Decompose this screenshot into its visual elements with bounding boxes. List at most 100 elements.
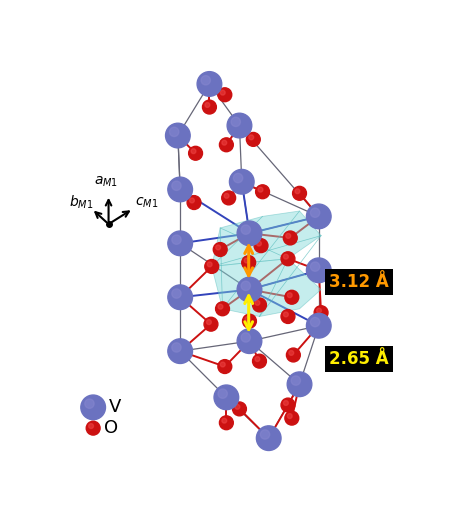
Circle shape [246, 133, 260, 146]
Circle shape [168, 177, 192, 202]
Circle shape [240, 225, 250, 235]
Circle shape [237, 221, 261, 245]
Circle shape [240, 333, 250, 342]
Circle shape [294, 189, 299, 193]
Circle shape [252, 354, 266, 368]
Circle shape [171, 289, 181, 298]
Circle shape [314, 306, 327, 320]
Circle shape [256, 241, 261, 246]
Circle shape [227, 113, 251, 138]
Circle shape [221, 191, 235, 205]
Circle shape [310, 317, 319, 327]
Circle shape [86, 421, 100, 435]
Circle shape [171, 235, 181, 244]
Circle shape [80, 395, 105, 420]
Circle shape [254, 239, 268, 253]
Circle shape [306, 258, 330, 283]
Text: 3.12 Å: 3.12 Å [328, 273, 388, 291]
Circle shape [220, 90, 225, 95]
Circle shape [168, 339, 192, 363]
Circle shape [255, 357, 259, 361]
Circle shape [168, 285, 192, 309]
Circle shape [218, 389, 227, 398]
Circle shape [188, 146, 202, 160]
Circle shape [244, 258, 248, 263]
Circle shape [283, 231, 297, 245]
Circle shape [287, 372, 311, 397]
Circle shape [255, 185, 269, 199]
Circle shape [310, 262, 319, 271]
Circle shape [187, 196, 200, 210]
Text: V: V [109, 398, 121, 417]
Circle shape [285, 233, 290, 238]
Circle shape [287, 413, 292, 419]
Circle shape [168, 231, 192, 256]
Circle shape [169, 127, 178, 137]
Circle shape [283, 312, 288, 317]
Text: $b_{M1}$: $b_{M1}$ [69, 194, 94, 211]
Circle shape [220, 362, 225, 367]
Circle shape [204, 259, 218, 274]
Circle shape [283, 400, 288, 406]
Circle shape [242, 314, 256, 328]
Circle shape [237, 277, 261, 302]
Circle shape [260, 430, 269, 439]
Circle shape [240, 281, 250, 291]
Circle shape [286, 348, 300, 362]
Circle shape [206, 320, 211, 324]
Circle shape [233, 173, 242, 183]
Circle shape [280, 309, 294, 323]
Circle shape [215, 302, 229, 316]
Circle shape [287, 293, 292, 297]
Circle shape [207, 262, 212, 267]
Circle shape [85, 399, 94, 408]
Text: $c_{M1}$: $c_{M1}$ [135, 196, 159, 210]
Circle shape [284, 411, 298, 425]
Circle shape [189, 198, 194, 203]
Circle shape [213, 242, 227, 256]
Circle shape [280, 252, 294, 266]
Circle shape [171, 181, 181, 190]
Circle shape [245, 317, 249, 321]
Circle shape [221, 140, 226, 145]
Circle shape [171, 343, 181, 352]
Circle shape [232, 402, 246, 416]
Circle shape [229, 170, 254, 194]
Circle shape [284, 290, 298, 304]
Circle shape [197, 72, 221, 96]
Circle shape [218, 360, 231, 373]
Circle shape [89, 424, 93, 428]
Circle shape [316, 308, 321, 313]
Text: 2.65 Å: 2.65 Å [328, 350, 387, 368]
Circle shape [230, 117, 240, 126]
Circle shape [283, 254, 288, 259]
Circle shape [221, 418, 226, 423]
Circle shape [255, 301, 259, 305]
Polygon shape [211, 211, 320, 266]
Circle shape [306, 204, 330, 229]
Circle shape [288, 350, 293, 355]
Circle shape [200, 75, 210, 85]
Circle shape [237, 329, 261, 354]
Circle shape [219, 138, 233, 152]
Circle shape [202, 100, 216, 114]
Circle shape [215, 245, 220, 250]
Circle shape [290, 376, 300, 385]
Circle shape [219, 416, 233, 430]
Circle shape [258, 187, 262, 192]
Circle shape [235, 405, 239, 409]
Text: O: O [104, 419, 118, 437]
Circle shape [218, 304, 222, 309]
Circle shape [252, 298, 266, 312]
Circle shape [256, 426, 280, 450]
Circle shape [280, 398, 294, 412]
Text: $a_{M1}$: $a_{M1}$ [94, 175, 118, 189]
Circle shape [205, 102, 209, 108]
Circle shape [224, 193, 228, 198]
Circle shape [248, 135, 253, 140]
Circle shape [241, 256, 255, 269]
Circle shape [204, 317, 218, 331]
Circle shape [218, 88, 231, 102]
Circle shape [306, 314, 330, 338]
Circle shape [292, 186, 306, 200]
